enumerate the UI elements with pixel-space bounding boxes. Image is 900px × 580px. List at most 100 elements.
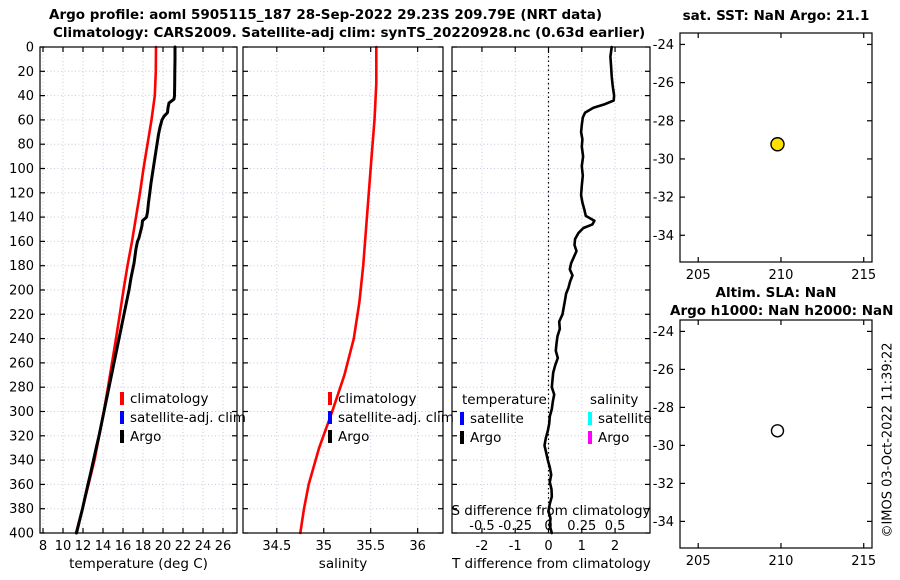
x-tick-label: 36	[409, 539, 426, 554]
x-tick-label: 10	[55, 539, 72, 554]
x-tick-label: 2	[611, 539, 619, 554]
y-tick-label: -26	[653, 363, 674, 378]
y-tick-label: -24	[653, 38, 674, 53]
legend-row-satellite: satellite-adj. clim	[328, 408, 454, 427]
legend-row-climatology: climatology	[328, 389, 454, 408]
y-tick-label: 260	[9, 356, 34, 371]
y-tick-label: 400	[9, 527, 34, 542]
legend-label-argo: Argo	[338, 428, 370, 445]
map-sst-panel: 205 210 215 -24 -26 -28 -30 -32 -34	[653, 32, 876, 283]
temperature-axis-label: temperature (deg C)	[69, 556, 208, 572]
y-tick-label: -34	[653, 229, 674, 244]
y-tick-label: 0	[26, 41, 34, 56]
y-tick-label: -32	[653, 477, 674, 492]
argo-temp-swatch	[460, 431, 464, 444]
sla-map-title-line2: Argo h1000: NaN h2000: NaN	[670, 303, 894, 319]
temperature-profile-panel: 8 10 12 14 16 18 20 22 24 26020406080100120140160…	[9, 41, 238, 554]
y-tick-label: -24	[653, 325, 674, 340]
figure-title-line2: Climatology: CARS2009. Satellite-adj cli…	[53, 25, 646, 41]
x-tick-label: 24	[195, 539, 212, 554]
y-tick-label: -32	[653, 191, 674, 206]
x-tick-label: -1	[509, 539, 522, 554]
legend-label-climatology: climatology	[130, 390, 209, 407]
difference-salinity-legend: salinity satellite Argo	[588, 391, 652, 447]
x-tick-label: 210	[769, 268, 794, 283]
s-difference-inner-label: S difference from climatology	[451, 503, 651, 519]
y-tick-label: 100	[9, 162, 34, 177]
y-tick-label: 40	[17, 89, 34, 104]
y-tick-label: 180	[9, 259, 34, 274]
y-tick-label: 120	[9, 186, 34, 201]
legend-row-argo: Argo	[120, 427, 246, 446]
salinity-axis-label: salinity	[318, 556, 368, 572]
map-sla-float-marker	[770, 424, 785, 438]
s-difference-tick-label: -0.25	[498, 519, 532, 534]
climatology-salinity-line	[298, 45, 378, 535]
x-tick-label: 1	[578, 539, 586, 554]
y-tick-label: -26	[653, 76, 674, 91]
legend-header-temperature: temperature	[462, 392, 547, 408]
temperature-legend: climatology satellite-adj. clim Argo	[120, 389, 246, 446]
x-tick-label: 205	[686, 268, 711, 283]
salinity-legend: climatology satellite-adj. clim Argo	[328, 389, 454, 446]
y-tick-label: 80	[17, 138, 34, 153]
x-tick-label: 26	[215, 539, 232, 554]
t-difference-axis-label: T difference from climatology	[452, 556, 651, 572]
y-tick-label: -28	[653, 114, 674, 129]
x-tick-label: 18	[135, 539, 152, 554]
legend-label-satellite: satellite-adj. clim	[338, 409, 454, 426]
axis-box	[242, 46, 444, 534]
sla-map-title-line1: Altim. SLA: NaN	[715, 285, 837, 301]
y-tick-label: 340	[9, 454, 34, 469]
legend-label-satellite: satellite	[598, 410, 652, 427]
legend-header-salinity: salinity	[590, 392, 639, 408]
y-tick-label: 240	[9, 332, 34, 347]
legend-label-satellite: satellite-adj. clim	[130, 409, 246, 426]
salinity-profile-panel: 34.5 35 35.5 36	[242, 45, 444, 554]
satellite-line-swatch	[328, 411, 332, 424]
t-difference-panel: -2 -1 0 1 2 -0.5 -0.25 0 0.25 0.5	[451, 45, 651, 554]
legend-row-argo: Argo	[588, 428, 652, 447]
x-tick-label: 0	[544, 539, 552, 554]
y-tick-label: 220	[9, 308, 34, 323]
satellite-line-swatch	[120, 411, 124, 424]
y-tick-label: 200	[9, 284, 34, 299]
x-tick-label: 20	[155, 539, 172, 554]
y-tick-label: 60	[17, 113, 34, 128]
satellite-temp-swatch	[460, 412, 464, 425]
s-difference-tick-label: 0	[544, 519, 552, 534]
difference-temperature-legend: temperature satellite Argo	[460, 391, 547, 447]
y-tick-label: -34	[653, 515, 674, 530]
legend-row-argo: Argo	[328, 427, 454, 446]
legend-row-satellite: satellite	[588, 409, 652, 428]
legend-label-satellite: satellite	[470, 410, 524, 427]
x-tick-label: 210	[769, 554, 794, 569]
y-tick-label: 320	[9, 429, 34, 444]
s-difference-tick-label: -0.5	[469, 519, 494, 534]
x-tick-label: 215	[851, 554, 876, 569]
figure-title-line1: Argo profile: aoml 5905115_187 28-Sep-20…	[49, 7, 603, 23]
legend-label-climatology: climatology	[338, 390, 417, 407]
legend-label-argo: Argo	[598, 429, 630, 446]
legend-label-argo: Argo	[470, 429, 502, 446]
y-tick-label: 380	[9, 502, 34, 517]
axis-box	[679, 32, 873, 263]
y-tick-label: 160	[9, 235, 34, 250]
x-tick-label: 22	[175, 539, 192, 554]
y-tick-label: -30	[653, 152, 674, 167]
y-tick-label: 300	[9, 405, 34, 420]
axis-box	[679, 319, 873, 549]
argo-line-swatch	[120, 430, 124, 443]
argo-t-difference-line	[543, 45, 616, 535]
y-tick-label: 140	[9, 211, 34, 226]
climatology-line-swatch	[328, 392, 332, 405]
x-tick-label: 16	[115, 539, 132, 554]
x-tick-label: 14	[95, 539, 112, 554]
s-difference-tick-label: 0.25	[567, 519, 596, 534]
x-tick-label: 8	[39, 539, 47, 554]
argo-sal-swatch	[588, 431, 592, 444]
argo-temperature-line	[75, 45, 177, 535]
y-tick-label: 280	[9, 381, 34, 396]
x-tick-label: -2	[475, 539, 488, 554]
